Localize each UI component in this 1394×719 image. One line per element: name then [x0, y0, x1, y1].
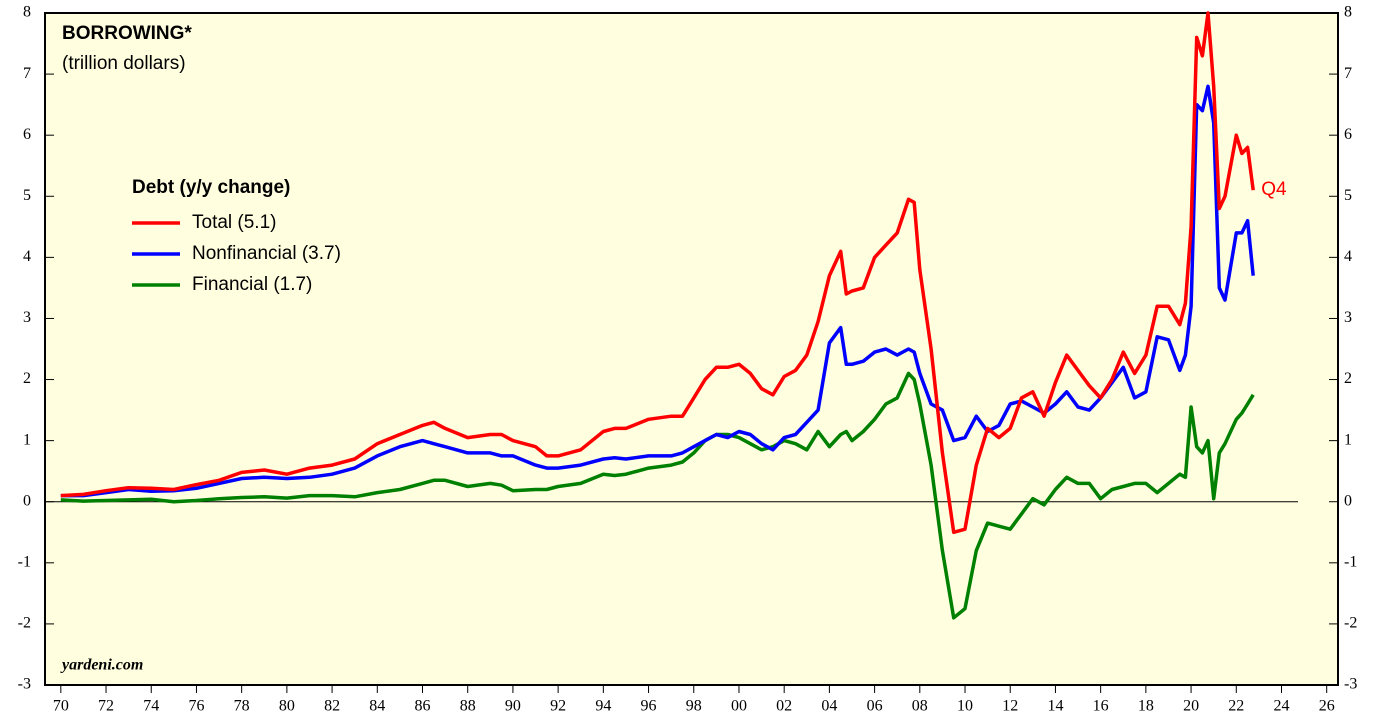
x-tick-label: 82	[324, 698, 340, 715]
plot-area	[44, 12, 1339, 686]
y-tick-label-right: 5	[1344, 187, 1352, 204]
y-tick-label: -2	[18, 615, 31, 632]
x-tick-label: 08	[912, 698, 928, 715]
y-tick-label-right: -2	[1344, 615, 1357, 632]
y-tick-label-right: 6	[1344, 126, 1352, 143]
x-tick-label: 22	[1228, 698, 1244, 715]
series-line	[60, 11, 1255, 535]
x-tick-label: 86	[415, 698, 431, 715]
x-tick-label: 12	[1002, 698, 1018, 715]
legend-label: Total (5.1)	[192, 212, 276, 233]
y-tick-label: 4	[23, 248, 31, 265]
x-tick-label: 88	[460, 698, 476, 715]
y-tick-label: 0	[23, 492, 31, 509]
x-tick-label: 94	[595, 698, 611, 715]
legend-title: Debt (y/y change)	[132, 177, 290, 198]
legend-label: Nonfinancial (3.7)	[192, 243, 341, 264]
chart-title: BORROWING*	[62, 23, 192, 44]
x-tick-label: 96	[641, 698, 657, 715]
x-tick-label: 06	[867, 698, 883, 715]
x-tick-label: 76	[188, 698, 204, 715]
x-tick-label: 26	[1319, 698, 1335, 715]
y-tick-label: 2	[23, 370, 31, 387]
y-tick-label-right: 8	[1344, 4, 1352, 21]
legend-label: Financial (1.7)	[192, 274, 312, 295]
x-tick-label: 04	[821, 698, 837, 715]
y-tick-label-right: 2	[1344, 370, 1352, 387]
x-tick-label: 70	[53, 698, 69, 715]
series-line	[60, 84, 1255, 498]
y-tick-label: -1	[18, 553, 31, 570]
annotation: Q4	[1261, 179, 1287, 200]
y-tick-label: -3	[18, 676, 31, 693]
x-tick-label: 18	[1138, 698, 1154, 715]
y-tick-label-right: 4	[1344, 248, 1352, 265]
y-tick-label: 7	[23, 65, 31, 82]
x-tick-label: 02	[776, 698, 792, 715]
x-tick-label: 84	[369, 698, 385, 715]
x-tick-label: 10	[957, 698, 973, 715]
x-tick-label: 20	[1183, 698, 1199, 715]
source: yardeni.com	[60, 657, 143, 674]
y-tick-label-right: 7	[1344, 65, 1352, 82]
x-tick-label: 00	[731, 698, 747, 715]
series-line	[60, 371, 1255, 620]
x-tick-label: 78	[234, 698, 250, 715]
x-tick-label: 80	[279, 698, 295, 715]
y-tick-label: 6	[23, 126, 31, 143]
x-tick-label: 74	[143, 698, 159, 715]
x-tick-label: 98	[686, 698, 702, 715]
x-tick-label: 24	[1273, 698, 1289, 715]
y-tick-label-right: -1	[1344, 553, 1357, 570]
y-tick-label: 1	[23, 431, 31, 448]
x-tick-label: 90	[505, 698, 521, 715]
y-tick-label-right: 0	[1344, 492, 1352, 509]
y-tick-label-right: 1	[1344, 431, 1352, 448]
y-tick-label-right: 3	[1344, 309, 1352, 326]
x-tick-label: 14	[1047, 698, 1063, 715]
y-tick-label: 5	[23, 187, 31, 204]
x-tick-label: 16	[1093, 698, 1109, 715]
x-tick-label: 72	[98, 698, 114, 715]
chart-subtitle: (trillion dollars)	[62, 53, 186, 74]
y-tick-label: 8	[23, 4, 31, 21]
y-tick-label: 3	[23, 309, 31, 326]
x-tick-label: 92	[550, 698, 566, 715]
y-tick-label-right: -3	[1344, 676, 1357, 693]
